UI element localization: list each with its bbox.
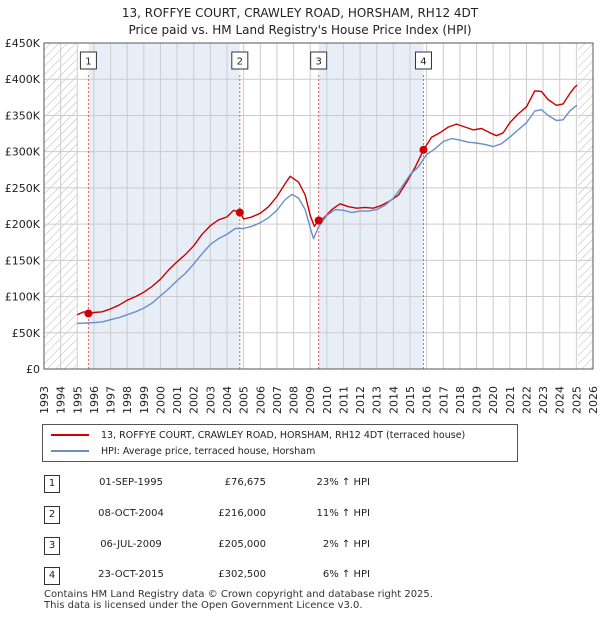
footer-attribution: Contains HM Land Registry data © Crown c… — [44, 589, 433, 611]
x-tick-label: 1993 — [38, 386, 51, 414]
x-tick-label: 2012 — [354, 386, 367, 414]
transaction-date: 08-OCT-2004 — [98, 508, 164, 519]
x-tick-label: 2018 — [454, 386, 467, 414]
transaction-hpi: 6% ↑ HPI — [322, 569, 370, 580]
shaded-band — [318, 43, 424, 369]
transaction-price: £216,000 — [218, 508, 266, 519]
x-tick-label: 2015 — [404, 386, 417, 414]
sale-marker-label: 3 — [315, 57, 321, 68]
sale-marker-badge — [310, 51, 328, 70]
sale-point — [314, 216, 323, 225]
sale-marker-label: 1 — [85, 57, 91, 68]
transaction-price: £76,675 — [224, 477, 266, 488]
transaction-number: 3 — [44, 537, 60, 555]
footer-copyright: Contains HM Land Registry data © Crown c… — [44, 589, 433, 600]
transaction-date: 01-SEP-1995 — [99, 477, 163, 488]
y-tick-label: £200K — [5, 218, 41, 231]
legend-line-property — [51, 434, 89, 436]
sale-point — [84, 309, 93, 318]
sale-point — [235, 208, 244, 217]
chart-title-line1: 13, ROFFYE COURT, CRAWLEY ROAD, HORSHAM,… — [121, 6, 479, 20]
x-tick-label: 2025 — [570, 386, 583, 414]
transaction-number: 2 — [44, 506, 60, 524]
x-tick-label: 2022 — [520, 386, 533, 414]
y-tick-label: £100K — [5, 291, 41, 304]
legend-item-hpi: HPI: Average price, terraced house, Hors… — [51, 444, 315, 458]
x-tick-label: 2011 — [337, 386, 350, 414]
x-tick-label: 2009 — [304, 386, 317, 414]
x-tick-label: 2000 — [154, 386, 167, 414]
x-tick-label: 1994 — [55, 386, 68, 414]
x-tick-label: 2026 — [587, 386, 600, 414]
hpi-series-line — [77, 104, 578, 325]
x-tick-label: 2017 — [437, 386, 450, 414]
transaction-date: 23-OCT-2015 — [98, 569, 164, 580]
transaction-hpi: 23% ↑ HPI — [316, 477, 370, 488]
x-tick-label: 2016 — [421, 386, 434, 414]
chart-title-line2: Price paid vs. HM Land Registry's House … — [128, 23, 472, 37]
x-tick-label: 2010 — [321, 386, 334, 414]
sale-marker-badge — [414, 51, 432, 70]
hatched-region — [578, 43, 593, 369]
x-tick-label: 1997 — [105, 386, 118, 414]
x-tick-label: 1999 — [138, 386, 151, 414]
x-tick-label: 2001 — [171, 386, 184, 414]
transaction-hpi: 11% ↑ HPI — [316, 508, 370, 519]
y-tick-label: £350K — [5, 109, 41, 122]
transaction-date: 06-JUL-2009 — [100, 539, 162, 550]
shaded-band — [88, 43, 240, 369]
sale-marker-label: 4 — [420, 57, 426, 68]
plot-frame — [43, 42, 594, 370]
transaction-number: 4 — [44, 567, 60, 585]
x-tick-label: 2019 — [471, 386, 484, 414]
x-tick-label: 2004 — [221, 386, 234, 414]
sale-marker-badge — [231, 51, 249, 70]
transaction-number: 1 — [44, 475, 60, 493]
legend-label-hpi: HPI: Average price, terraced house, Hors… — [101, 445, 316, 457]
transaction-price: £302,500 — [218, 569, 266, 580]
x-tick-label: 2006 — [254, 386, 267, 414]
x-tick-label: 2003 — [204, 386, 217, 414]
x-tick-label: 2023 — [537, 386, 550, 414]
transaction-hpi: 2% ↑ HPI — [322, 539, 370, 550]
price-chart: £0 £50K £100K £150K £200K £250K £300K £350K £400… — [5, 37, 600, 414]
x-tick-label: 2005 — [238, 386, 251, 414]
y-tick-label: £300K — [5, 146, 41, 159]
sale-point — [419, 145, 428, 154]
x-tick-label: 2021 — [504, 386, 517, 414]
x-tick-label: 2007 — [271, 386, 284, 414]
footer-licence: This data is licensed under the Open Gov… — [44, 600, 363, 611]
sale-marker-label: 2 — [237, 57, 243, 68]
y-tick-label: £400K — [5, 73, 41, 86]
x-tick-label: 1995 — [71, 386, 84, 414]
y-tick-label: £50K — [12, 327, 41, 340]
x-tick-label: 1996 — [88, 386, 101, 414]
y-tick-label: £0 — [26, 363, 40, 376]
transaction-price: £205,000 — [218, 539, 266, 550]
legend-line-hpi — [51, 450, 89, 452]
x-tick-label: 2013 — [371, 386, 384, 414]
y-tick-label: £150K — [5, 254, 41, 267]
legend-label-property: 13, ROFFYE COURT, CRAWLEY ROAD, HORSHAM,… — [101, 429, 466, 441]
x-tick-label: 1998 — [121, 386, 134, 414]
x-tick-label: 2024 — [554, 386, 567, 414]
sale-marker-badge — [79, 51, 97, 70]
chart-legend: 13, ROFFYE COURT, CRAWLEY ROAD, HORSHAM,… — [42, 424, 518, 462]
legend-item-property: 13, ROFFYE COURT, CRAWLEY ROAD, HORSHAM,… — [51, 428, 465, 442]
y-tick-label: £450K — [5, 37, 41, 50]
x-tick-label: 2020 — [487, 386, 500, 414]
x-tick-label: 2008 — [288, 386, 301, 414]
x-tick-label: 2002 — [188, 386, 201, 414]
y-tick-label: £250K — [5, 182, 41, 195]
x-tick-label: 2014 — [387, 386, 400, 414]
